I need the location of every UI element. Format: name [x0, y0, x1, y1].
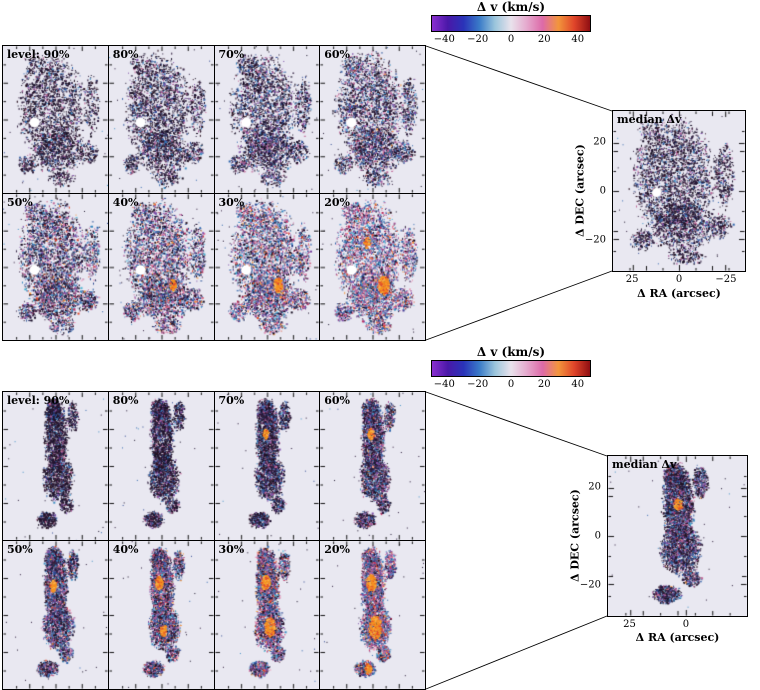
zoom-connector-line	[425, 45, 613, 112]
figure2-median-y-axis-label: Δ DEC (arcsec)	[568, 489, 582, 583]
colorbar-tick: −40	[433, 34, 455, 45]
figure1-panel-60: 60%	[319, 45, 425, 193]
panel-label: 80%	[112, 48, 139, 61]
panel-label: 70%	[218, 394, 245, 407]
figure1-median-x-ticks: 25 0 −25	[612, 274, 746, 286]
figure2-panel-80: 80%	[107, 391, 214, 540]
colorbar-tick: 20	[537, 379, 551, 390]
map-canvas	[108, 46, 214, 193]
map-canvas	[214, 392, 320, 540]
median-map-canvas	[608, 456, 747, 616]
map-canvas	[108, 392, 214, 540]
figure1-panel-30: 30%	[213, 192, 320, 340]
map-canvas	[214, 193, 320, 340]
map-canvas	[3, 541, 108, 689]
panel-label: 40%	[112, 195, 139, 209]
zoom-connector-line	[425, 391, 608, 457]
y-tick-label: −20	[579, 579, 601, 591]
map-canvas	[214, 541, 320, 689]
map-canvas	[108, 193, 214, 340]
figure1-panel-80: 80%	[107, 45, 214, 193]
colorbar-ticks: −40 −20 0 20 40	[431, 34, 591, 46]
panel-label: level: 90%	[7, 394, 70, 407]
colorbar	[431, 360, 591, 377]
map-canvas	[3, 46, 108, 193]
panel-label: 30%	[218, 195, 245, 209]
colorbar-tick: −20	[467, 379, 489, 390]
x-tick-label: 25	[623, 619, 636, 630]
figure1-median-y-ticks: 20 0 −20	[585, 110, 608, 272]
y-tick-label: 0	[599, 185, 606, 197]
panel-label: 50%	[7, 543, 33, 556]
colorbar-title: Δ v (km/s)	[476, 345, 546, 359]
panel-label: 60%	[324, 48, 351, 61]
figure1-panel-50: 50%	[2, 192, 108, 340]
colorbar-tick: 40	[571, 34, 585, 45]
figure1-panel-20: 20%	[319, 192, 425, 340]
map-canvas	[214, 46, 320, 193]
figure2-panel-50: 50%	[2, 540, 108, 689]
panel-label: level: 90%	[7, 48, 70, 61]
median-map-canvas	[613, 111, 745, 271]
figure1-median-panel: median Δv	[612, 110, 746, 272]
figure2-panel-90: level: 90%	[2, 391, 108, 540]
map-canvas	[320, 541, 425, 689]
colorbar-tick: 20	[537, 34, 551, 45]
median-panel-title: median Δv	[617, 113, 682, 126]
figure1-panel-70: 70%	[213, 45, 320, 193]
figure2-median-y-ticks: 20 0 −20	[580, 455, 603, 617]
figure2-level-grid: level: 90% 80% 70% 60% 50% 40%	[2, 391, 426, 690]
figure2-panel-40: 40%	[107, 540, 214, 689]
y-tick-label: 0	[594, 530, 601, 542]
figure2-median-x-axis-label: Δ RA (arcsec)	[635, 631, 720, 644]
panel-label: 40%	[112, 543, 139, 556]
map-canvas	[108, 541, 214, 689]
colorbar-title: Δ v (km/s)	[476, 0, 546, 14]
y-tick-label: 20	[593, 136, 606, 148]
x-tick-label: 0	[682, 619, 690, 630]
map-canvas	[3, 392, 108, 540]
map-canvas	[320, 46, 425, 193]
figure2-panel-20: 20%	[319, 540, 425, 689]
figure1-level-grid: level: 90% 80% 70% 60% 50% 40%	[2, 45, 426, 341]
y-tick-label: 20	[588, 481, 601, 493]
panel-label: 20%	[324, 543, 351, 556]
colorbar-tick: −20	[467, 34, 489, 45]
x-tick-label: 25	[625, 274, 639, 285]
panel-label: 50%	[7, 195, 33, 209]
figure1-panel-40: 40%	[107, 192, 214, 340]
panel-label: 30%	[218, 543, 245, 556]
figure2-median-panel: median Δv	[607, 455, 748, 617]
colorbar	[431, 15, 591, 32]
median-panel-title: median Δv	[612, 458, 677, 471]
figure2-median-x-ticks: 25 0	[607, 619, 748, 631]
x-tick-label: −25	[715, 274, 737, 285]
colorbar-tick: −40	[433, 379, 455, 390]
figure1-median-x-axis-label: Δ RA (arcsec)	[637, 287, 721, 300]
colorbar-tick: 40	[571, 379, 585, 390]
panel-label: 80%	[112, 394, 139, 407]
colorbar-ticks: −40 −20 0 20 40	[431, 379, 591, 391]
figure1-median-y-axis-label: Δ DEC (arcsec)	[573, 144, 587, 238]
map-canvas	[320, 392, 425, 540]
zoom-connector-line	[425, 615, 608, 690]
figure1-panel-90: level: 90%	[2, 45, 108, 193]
y-tick-label: −20	[584, 234, 606, 246]
map-canvas	[3, 193, 108, 340]
map-canvas	[320, 193, 425, 340]
panel-label: 70%	[218, 48, 245, 61]
figure2-panel-70: 70%	[213, 391, 320, 540]
colorbar-tick: 0	[507, 379, 515, 390]
panel-label: 20%	[324, 195, 351, 209]
panel-label: 60%	[324, 394, 351, 407]
zoom-connector-line	[425, 270, 613, 341]
figure2-panel-30: 30%	[213, 540, 320, 689]
colorbar-tick: 0	[507, 34, 515, 45]
x-tick-label: 0	[675, 274, 683, 285]
figure2-panel-60: 60%	[319, 391, 425, 540]
